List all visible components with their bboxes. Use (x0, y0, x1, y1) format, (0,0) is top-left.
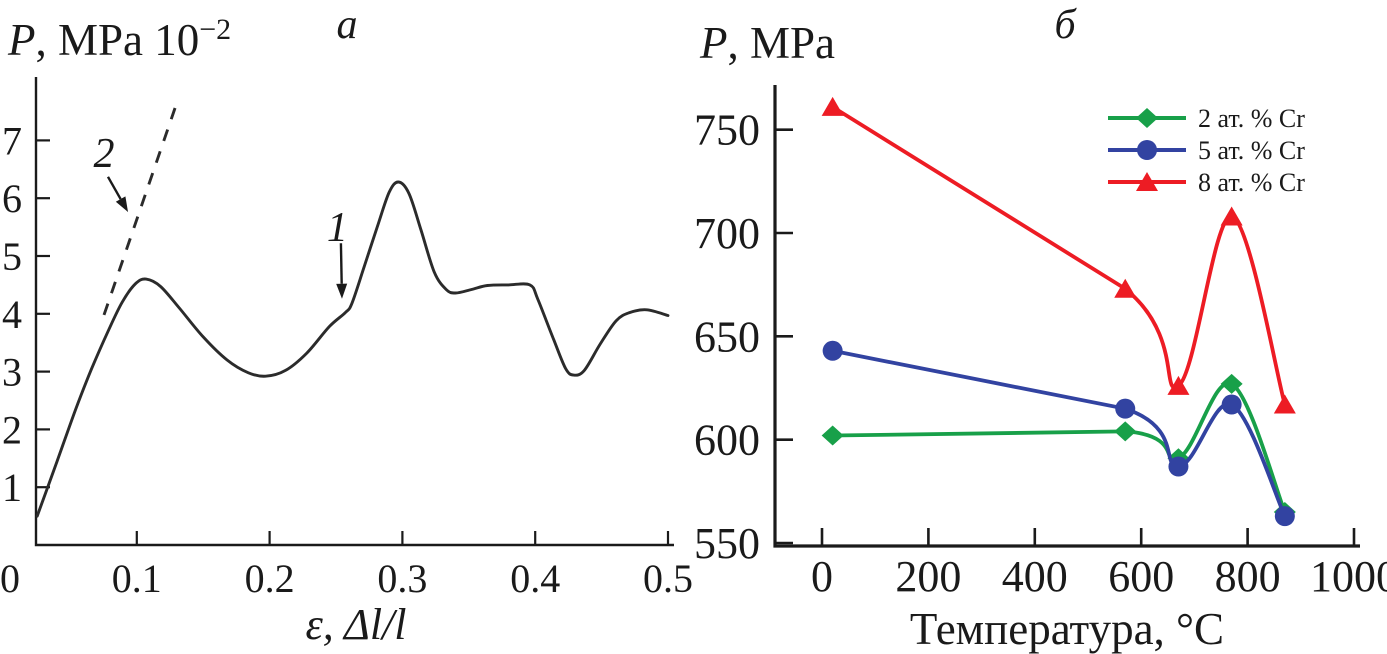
annotation-2-arrow-line (106, 176, 122, 200)
right-x-axis-label: Температура, °C (910, 604, 1224, 654)
annotation-1-arrow-line (339, 243, 343, 284)
data-point-triangle (821, 96, 844, 116)
x-tick-label: 0.5 (643, 556, 693, 601)
stress-strain-plot: 1 2 3 4 5 6 7 0 0.1 0.2 0.3 0.4 0.5 1 2 (0, 77, 693, 601)
data-point-triangle (1220, 206, 1243, 226)
x-tick-label: 0 (0, 556, 20, 601)
data-point-triangle (1114, 278, 1137, 298)
left-x-axis-label: ε, Δl/l (305, 600, 406, 649)
axes-b (773, 85, 1360, 548)
diamond-marker-icon (1136, 108, 1158, 128)
y-tick-label: 550 (694, 519, 760, 568)
x-tick-label: 600 (1108, 552, 1174, 601)
y-tick-label: 7 (2, 118, 22, 163)
circle-marker-icon (1137, 140, 1157, 160)
x-tick-label: 0.3 (377, 556, 427, 601)
panel-label-b: б (1054, 2, 1077, 48)
x-tick-label: 0.2 (245, 556, 295, 601)
x-tick-label: 0 (811, 552, 833, 601)
data-point-circle (1115, 398, 1136, 419)
y-tick-label: 750 (694, 106, 760, 155)
panel-label-a: a (337, 2, 358, 48)
legend-item-2cr: 2 ат. % Cr (1108, 104, 1305, 133)
y-tick-label: 5 (2, 234, 22, 279)
annotation-label-2: 2 (93, 131, 114, 177)
annotation-2-arrow-head (115, 196, 129, 213)
right-y-axis-title: P, MPa (699, 18, 835, 68)
series-line-circle (830, 348, 1287, 518)
x-tick-label: 1000 (1310, 552, 1387, 601)
y-tick-label: 650 (694, 312, 760, 361)
triangle-marker-icon (1136, 172, 1158, 191)
x-tick-label: 0.4 (510, 556, 560, 601)
data-point-diamond (821, 425, 844, 446)
y-tick-label: 2 (2, 407, 22, 452)
data-point-circle (822, 340, 843, 361)
axes-a (34, 77, 674, 547)
data-point-triangle (1167, 375, 1190, 395)
temperature-strength-plot: 550 600 650 700 750 0 200 400 600 800 1000 (694, 85, 1387, 601)
y-tick-label: 4 (2, 292, 22, 337)
y-tick-label: 3 (2, 350, 22, 395)
legend-label-8cr: 8 ат. % Cr (1198, 168, 1305, 197)
data-point-circle (1274, 506, 1295, 527)
annotation-label-1: 1 (327, 205, 348, 251)
legend: 2 ат. % Cr 5 ат. % Cr 8 ат. % Cr (1108, 104, 1305, 197)
x-tick-label: 800 (1215, 552, 1281, 601)
y-tick-label: 6 (2, 176, 22, 221)
x-tick-label: 200 (895, 552, 961, 601)
left-y-axis-title: P, MPa 10−2 (7, 13, 231, 65)
series-line-diamond (830, 381, 1287, 514)
data-point-diamond (1220, 373, 1243, 394)
series-line-triangle (830, 105, 1287, 407)
y-tick-label: 700 (694, 209, 760, 258)
legend-item-8cr: 8 ат. % Cr (1108, 168, 1305, 197)
stress-strain-curve (35, 180, 670, 518)
elastic-dashed-line (102, 107, 177, 316)
x-tick-label: 400 (1002, 552, 1068, 601)
y-tick-label: 600 (694, 416, 760, 465)
data-point-circle (1221, 394, 1242, 415)
annotation-1-arrow-head (336, 283, 348, 299)
legend-label-2cr: 2 ат. % Cr (1198, 104, 1305, 133)
legend-label-5cr: 5 ат. % Cr (1198, 136, 1305, 165)
legend-item-5cr: 5 ат. % Cr (1108, 136, 1305, 165)
data-point-triangle (1273, 394, 1296, 414)
x-tick-label: 0.1 (112, 556, 162, 601)
data-point-circle (1168, 456, 1189, 477)
data-point-diamond (1114, 421, 1137, 442)
y-tick-label: 1 (2, 465, 22, 510)
